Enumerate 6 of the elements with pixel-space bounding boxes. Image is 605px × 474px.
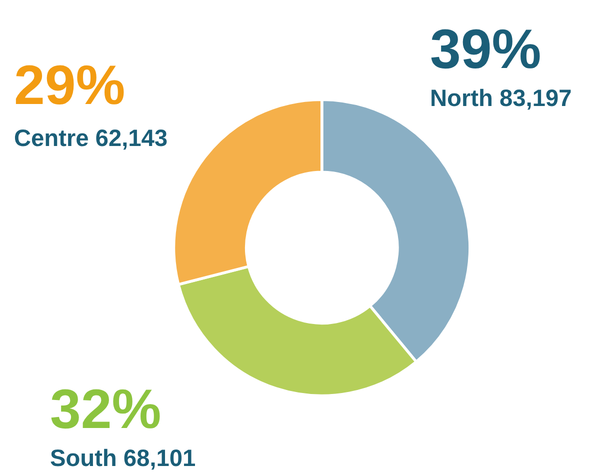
slice-label: South 68,101 bbox=[50, 448, 195, 470]
data-label: 39% bbox=[431, 29, 540, 69]
slice-label: Centre 62,143 bbox=[14, 130, 167, 150]
data-label: 29% bbox=[16, 65, 124, 105]
slice-label: North 83,197 bbox=[432, 88, 571, 110]
data-label: 32% bbox=[51, 389, 160, 429]
